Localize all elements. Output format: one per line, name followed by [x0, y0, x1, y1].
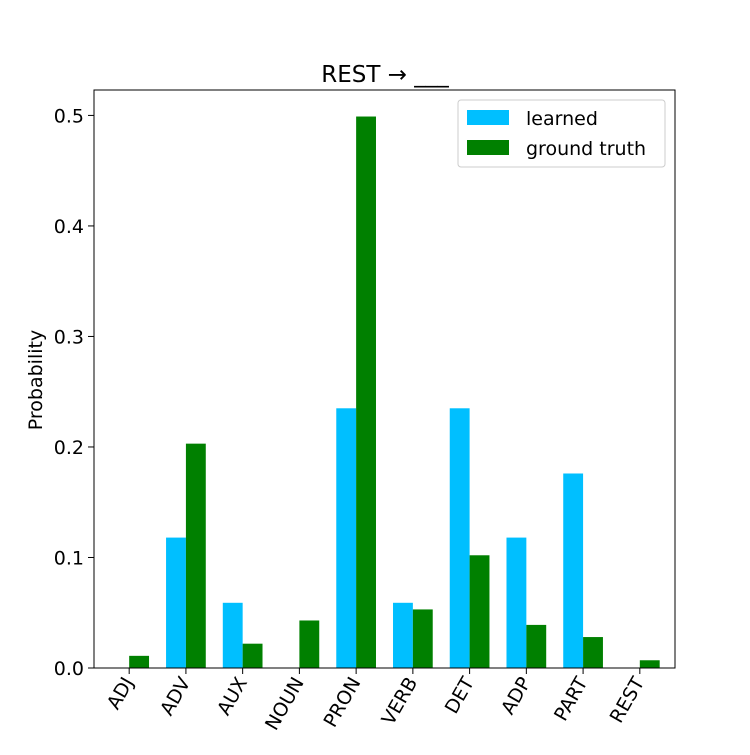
bar-learned-adp	[506, 537, 527, 668]
y-tick-label: 0.4	[54, 216, 84, 238]
x-tick-label: ADP	[497, 674, 536, 719]
x-tick-label: DET	[441, 673, 479, 717]
y-tick-label: 0.0	[54, 658, 84, 680]
y-tick-label: 0.3	[54, 326, 84, 348]
y-tick-label: 0.5	[54, 105, 84, 127]
bar-ground-truth-pron	[356, 116, 376, 668]
y-tick-label: 0.2	[54, 437, 84, 459]
bar-ground-truth-noun	[299, 620, 320, 668]
bar-ground-truth-part	[583, 637, 603, 668]
x-axis: ADJ ADV AUX NOUN PRON VERB DET ADP PART REST	[103, 668, 650, 735]
legend-box	[457, 99, 666, 168]
bar-learned-det	[449, 408, 470, 668]
bar-learned-part	[563, 473, 584, 668]
bar-ground-truth-adj	[129, 655, 150, 668]
bar-ground-truth-aux	[242, 643, 263, 668]
bar-ground-truth-rest	[639, 660, 660, 668]
legend-swatch-ground-truth	[467, 140, 509, 155]
bar-learned-adv	[166, 537, 186, 668]
y-axis-label: Probability	[25, 330, 47, 430]
bar-learned-pron	[336, 408, 357, 668]
x-tick-label: NOUN	[261, 674, 309, 735]
bar-ground-truth-adp	[526, 624, 547, 668]
legend-label: ground truth	[526, 138, 646, 160]
x-tick-label: AUX	[213, 674, 252, 720]
x-tick-label: ADJ	[103, 674, 139, 714]
y-tick-label: 0.1	[54, 547, 84, 569]
plot-frame	[93, 89, 676, 669]
bar-ground-truth-adv	[185, 443, 206, 668]
bar-learned-verb	[393, 602, 413, 668]
legend-swatch-learned	[467, 110, 509, 125]
chart-title: REST → ___	[321, 62, 449, 88]
bar-ground-truth-verb	[412, 609, 433, 668]
y-axis: 0.0 0.1 0.2 0.3 0.4 0.5	[54, 105, 94, 680]
x-tick-label: PRON	[319, 674, 365, 732]
x-tick-label: PART	[550, 673, 593, 725]
bar-learned-aux	[222, 602, 243, 668]
legend-label: learned	[526, 108, 598, 130]
x-tick-label: ADV	[156, 674, 195, 720]
x-tick-label: REST	[606, 673, 650, 727]
x-tick-label: VERB	[378, 674, 423, 729]
bars-group	[129, 116, 660, 668]
bar-ground-truth-det	[469, 555, 490, 668]
legend: learned ground truth	[457, 99, 666, 168]
